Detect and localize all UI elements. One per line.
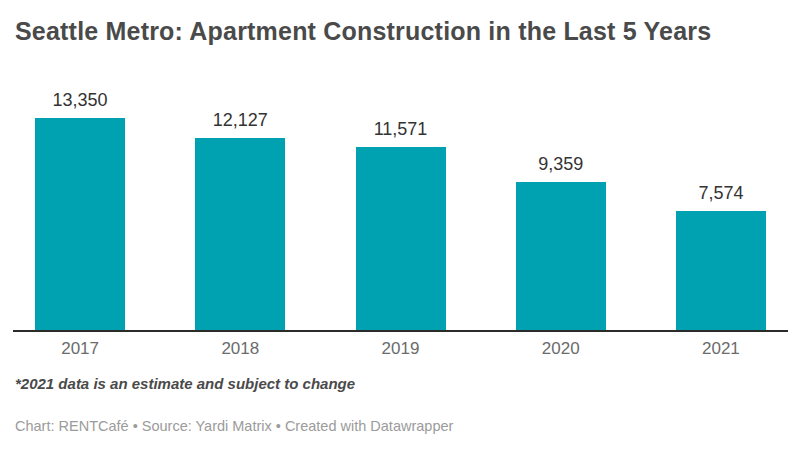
- x-axis-label-2018: 2018: [160, 339, 320, 359]
- bar-value-label: 11,571: [374, 119, 428, 140]
- bar-column-2017: 13,350: [0, 90, 160, 332]
- x-axis-labels: 20172018201920202021: [0, 332, 801, 359]
- x-axis-label-2020: 2020: [481, 339, 641, 359]
- bar-2017: [35, 118, 125, 332]
- bar-2021: [676, 211, 766, 332]
- bar-value-label: 9,359: [538, 154, 583, 175]
- bar-column-2019: 11,571: [320, 119, 480, 332]
- bar-2019: [356, 147, 446, 332]
- bar-value-label: 12,127: [213, 110, 268, 131]
- bar-chart-plot: 13,350 12,127 11,571 9,359 7,574: [0, 48, 801, 332]
- bar-value-label: 13,350: [53, 90, 108, 111]
- bar-2020: [516, 182, 606, 332]
- chart-title: Seattle Metro: Apartment Construction in…: [0, 0, 801, 46]
- bar-2018: [195, 138, 285, 332]
- bar-value-label: 7,574: [698, 183, 743, 204]
- bar-columns: 13,350 12,127 11,571 9,359 7,574: [0, 48, 801, 332]
- x-axis-label-2019: 2019: [320, 339, 480, 359]
- chart-card: Seattle Metro: Apartment Construction in…: [0, 0, 801, 462]
- bar-column-2020: 9,359: [481, 154, 641, 332]
- chart-source-line: Chart: RENTCafé • Source: Yardi Matrix •…: [15, 418, 786, 434]
- chart-footnote: *2021 data is an estimate and subject to…: [15, 375, 786, 392]
- x-axis-line: [13, 330, 788, 332]
- x-axis-label-2017: 2017: [0, 339, 160, 359]
- bar-column-2021: 7,574: [641, 183, 801, 332]
- x-axis-label-2021: 2021: [641, 339, 801, 359]
- bar-column-2018: 12,127: [160, 110, 320, 332]
